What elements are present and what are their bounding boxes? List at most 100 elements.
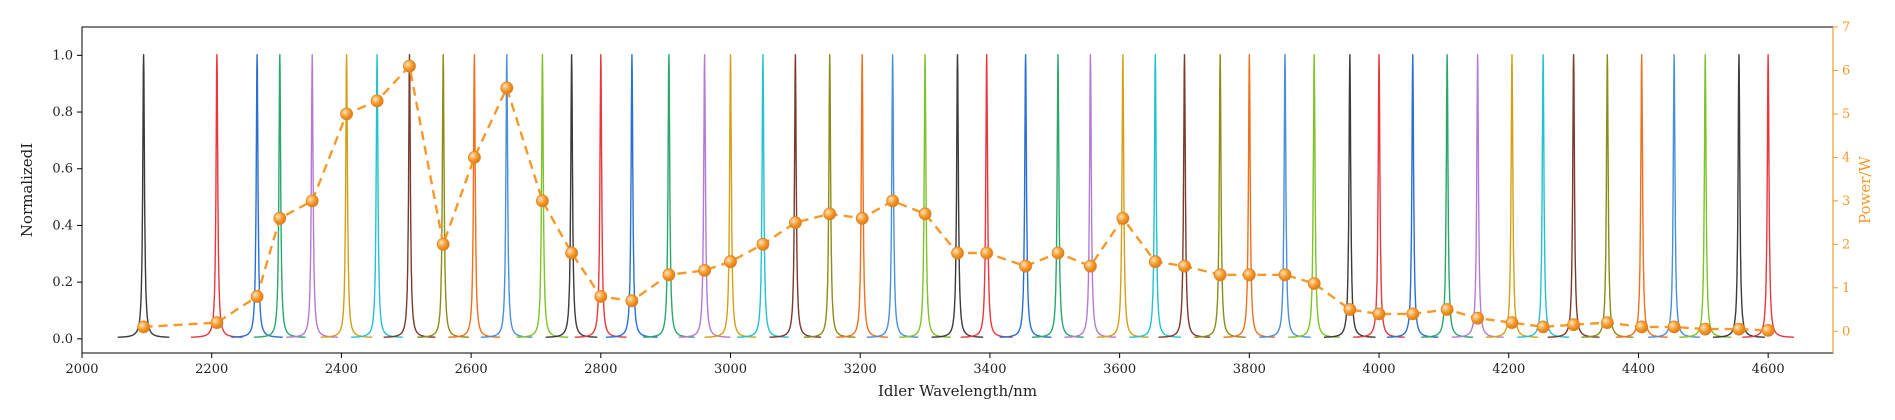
power-point — [1148, 255, 1162, 269]
y-tick-label: 0.2 — [52, 275, 73, 290]
power-point — [1635, 320, 1649, 334]
right-y-tick-label: 6 — [1842, 63, 1850, 78]
right-y-axis-title: Power/W — [1856, 155, 1874, 223]
power-point — [1698, 322, 1712, 336]
ticks-layer: 2000 2200 2400 2600 2800 3000 3200 3400 3600 3800… — [52, 20, 1850, 377]
spectra-layer — [117, 54, 1795, 338]
spectrum-peak — [960, 54, 1013, 338]
spectrum-peak — [1581, 54, 1634, 338]
right-y-tick-label: 7 — [1842, 20, 1850, 35]
spectrum-peak — [931, 54, 984, 338]
spectrum-peak — [1742, 54, 1795, 338]
spectrum-peak — [516, 54, 569, 338]
spectrum-peak — [1032, 54, 1084, 338]
power-point — [1343, 303, 1357, 316]
power-point — [536, 194, 549, 208]
power-point — [565, 246, 578, 260]
power-point — [500, 81, 514, 95]
power-point — [1051, 246, 1065, 260]
spectrum-peak — [1158, 54, 1211, 338]
spectrum-peak — [1547, 54, 1600, 338]
spectrum-peak — [704, 54, 757, 338]
right-y-tick-label: 5 — [1842, 107, 1850, 122]
spectrum-peak — [1323, 54, 1376, 338]
spectrum-peak — [1129, 54, 1181, 338]
spectrum-peak — [231, 54, 283, 338]
spectrum-peak — [678, 54, 731, 338]
y-tick-label: 0.4 — [52, 218, 73, 233]
spectrum-peak — [1615, 54, 1668, 338]
x-tick-label: 3600 — [1103, 362, 1136, 377]
spectrum-peak — [1648, 54, 1701, 338]
x-tick-label: 2600 — [455, 362, 488, 377]
power-point — [1567, 318, 1580, 332]
x-tick-label: 2400 — [325, 362, 358, 377]
spectrum-peak — [1386, 54, 1439, 338]
spectrum-peak — [1451, 54, 1504, 338]
spectrum-peak — [999, 54, 1052, 338]
x-tick-label: 3800 — [1233, 362, 1266, 377]
spectrum-peak — [1259, 54, 1311, 338]
power-point — [1372, 307, 1386, 321]
power-point — [1732, 322, 1746, 336]
spectrum-peak — [117, 54, 170, 338]
y-tick-label: 0.0 — [52, 332, 73, 347]
y-tick-label: 0.6 — [52, 162, 73, 177]
power-point — [1116, 211, 1130, 225]
power-point — [137, 320, 151, 334]
power-point — [370, 94, 384, 108]
x-axis-title: Idler Wavelength/nm — [878, 382, 1037, 400]
power-point — [1600, 316, 1614, 330]
power-point — [698, 263, 711, 277]
x-tick-label: 4600 — [1752, 362, 1785, 377]
power-point — [756, 237, 770, 251]
power-point — [1761, 323, 1775, 337]
spectrum-peak — [383, 54, 436, 338]
power-point — [1019, 259, 1032, 273]
spectrum-peak — [737, 54, 789, 338]
spectrum-peak — [1194, 54, 1246, 338]
spectrum-peak — [899, 54, 951, 338]
power-point — [1536, 320, 1550, 334]
power-point — [823, 207, 837, 221]
spectrum-peak — [1421, 54, 1474, 338]
x-tick-label: 3000 — [714, 362, 747, 377]
power-point — [1178, 259, 1191, 273]
power-point — [467, 150, 481, 164]
spectrum-peak — [1517, 54, 1570, 338]
spectrum-peak — [448, 54, 500, 338]
power-point — [724, 255, 737, 269]
y-tick-label: 1.0 — [52, 48, 73, 63]
right-y-tick-label: 2 — [1842, 237, 1850, 252]
right-y-tick-label: 4 — [1842, 150, 1850, 165]
spectrum-peak — [1679, 54, 1732, 338]
spectrum-peak — [191, 54, 243, 338]
x-tick-label: 4400 — [1622, 362, 1655, 377]
x-tick-label: 2200 — [195, 362, 228, 377]
spectrum-peak — [643, 54, 695, 338]
spectrum-peak — [545, 54, 598, 338]
power-point — [1307, 277, 1321, 290]
y-tick-label: 0.8 — [52, 105, 73, 120]
power-point — [1084, 259, 1097, 273]
spectrum-peak — [803, 54, 856, 338]
spectrum-peak — [1353, 54, 1405, 338]
right-y-tick-label: 0 — [1842, 324, 1850, 339]
power-point — [305, 194, 319, 208]
power-point — [403, 59, 416, 73]
power-point — [1505, 316, 1519, 330]
spectrum-peak — [1064, 54, 1117, 338]
spectrum-peak — [480, 54, 533, 338]
x-tick-label: 2000 — [65, 362, 98, 377]
power-point — [340, 107, 354, 121]
x-tick-label: 3200 — [844, 362, 877, 377]
axes-layer — [81, 26, 1834, 354]
right-y-tick-label: 1 — [1842, 281, 1850, 296]
spectrum-peak — [1096, 54, 1149, 338]
spectrum-peak — [1288, 54, 1340, 338]
spectrum-peak — [1223, 54, 1275, 338]
power-point — [1667, 320, 1681, 334]
power-point — [250, 290, 264, 303]
